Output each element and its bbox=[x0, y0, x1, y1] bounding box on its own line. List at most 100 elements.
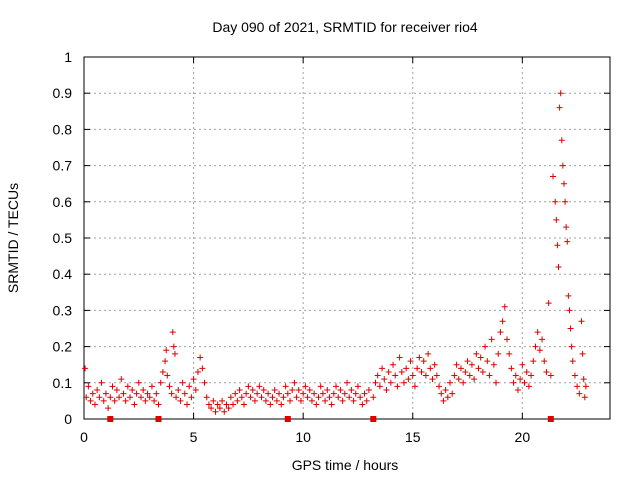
data-point bbox=[330, 390, 337, 397]
data-point bbox=[199, 365, 206, 372]
grid-lines bbox=[84, 57, 610, 419]
data-point bbox=[230, 401, 237, 408]
data-point bbox=[581, 394, 588, 401]
data-point bbox=[214, 401, 221, 408]
data-point bbox=[359, 401, 366, 408]
data-point bbox=[418, 368, 425, 375]
data-point bbox=[300, 390, 307, 397]
data-point bbox=[284, 390, 291, 397]
data-point bbox=[240, 401, 247, 408]
x-tick-label: 15 bbox=[405, 429, 421, 445]
data-point bbox=[173, 394, 180, 401]
data-point bbox=[155, 401, 162, 408]
data-point bbox=[212, 408, 219, 415]
data-point bbox=[258, 394, 265, 401]
data-point bbox=[177, 397, 184, 404]
data-point bbox=[536, 347, 543, 354]
data-point bbox=[267, 401, 274, 408]
data-point bbox=[144, 390, 151, 397]
data-point bbox=[297, 397, 304, 404]
data-point bbox=[545, 300, 552, 307]
data-point bbox=[269, 394, 276, 401]
y-axis-label: SRMTID / TECUs bbox=[5, 183, 21, 293]
data-point bbox=[475, 365, 482, 372]
data-point bbox=[414, 365, 421, 372]
data-point bbox=[333, 383, 340, 390]
data-point bbox=[91, 401, 98, 408]
data-point bbox=[466, 372, 473, 379]
data-point bbox=[85, 383, 92, 390]
data-point bbox=[534, 329, 541, 336]
data-point bbox=[547, 372, 554, 379]
data-point bbox=[579, 350, 586, 357]
data-point bbox=[89, 390, 96, 397]
data-point bbox=[552, 198, 559, 205]
data-point bbox=[289, 387, 296, 394]
data-point bbox=[582, 383, 589, 390]
x-axis-ticks: 0 5 10 15 20 bbox=[80, 57, 530, 445]
data-point bbox=[348, 387, 355, 394]
axis-square-marker bbox=[370, 416, 377, 422]
y-tick-label: 0.5 bbox=[53, 230, 73, 246]
data-point bbox=[563, 224, 570, 231]
data-point bbox=[291, 379, 298, 386]
data-point bbox=[142, 397, 149, 404]
data-point bbox=[571, 372, 578, 379]
data-point bbox=[232, 390, 239, 397]
data-point bbox=[216, 405, 223, 412]
plot-frame bbox=[83, 56, 611, 420]
data-point bbox=[484, 358, 491, 365]
data-point bbox=[566, 307, 573, 314]
y-tick-label: 0.7 bbox=[53, 158, 73, 174]
data-point bbox=[514, 387, 521, 394]
data-point bbox=[210, 397, 217, 404]
x-tick-label: 5 bbox=[190, 429, 198, 445]
data-point bbox=[392, 372, 399, 379]
data-point bbox=[249, 387, 256, 394]
axis-square-marker bbox=[547, 416, 554, 422]
data-point bbox=[383, 387, 390, 394]
data-point bbox=[488, 336, 495, 343]
y-tick-label: 1 bbox=[64, 49, 72, 65]
data-point bbox=[528, 372, 535, 379]
data-point bbox=[427, 365, 434, 372]
data-point bbox=[556, 104, 563, 111]
data-point bbox=[271, 387, 278, 394]
data-point bbox=[431, 361, 438, 368]
data-point bbox=[146, 394, 153, 401]
data-point bbox=[317, 383, 324, 390]
data-point bbox=[201, 379, 208, 386]
data-point bbox=[219, 397, 226, 404]
data-point bbox=[304, 394, 311, 401]
data-point bbox=[179, 379, 186, 386]
data-point bbox=[569, 358, 576, 365]
data-point bbox=[396, 354, 403, 361]
data-point bbox=[188, 394, 195, 401]
data-point bbox=[374, 372, 381, 379]
data-point bbox=[455, 376, 462, 383]
data-point bbox=[560, 180, 567, 187]
data-point bbox=[328, 401, 335, 408]
data-point bbox=[113, 387, 120, 394]
data-point bbox=[151, 397, 158, 404]
data-point bbox=[447, 379, 454, 386]
data-point bbox=[499, 318, 506, 325]
data-point bbox=[157, 379, 164, 386]
x-tick-label: 10 bbox=[295, 429, 311, 445]
data-point bbox=[403, 365, 410, 372]
data-point bbox=[473, 350, 480, 357]
data-point bbox=[372, 379, 379, 386]
data-point bbox=[352, 390, 359, 397]
data-point bbox=[346, 394, 353, 401]
data-point bbox=[436, 383, 443, 390]
data-point bbox=[416, 354, 423, 361]
y-axis-ticks: 0 0.1 0.2 0.3 0.4 0.5 0.6 0.7 0.8 0.9 1 bbox=[53, 49, 610, 427]
data-point bbox=[260, 387, 267, 394]
data-point bbox=[521, 379, 528, 386]
data-point bbox=[574, 383, 581, 390]
data-point bbox=[127, 394, 134, 401]
data-point bbox=[376, 383, 383, 390]
x-axis-square-markers bbox=[107, 416, 554, 422]
data-point bbox=[169, 329, 176, 336]
